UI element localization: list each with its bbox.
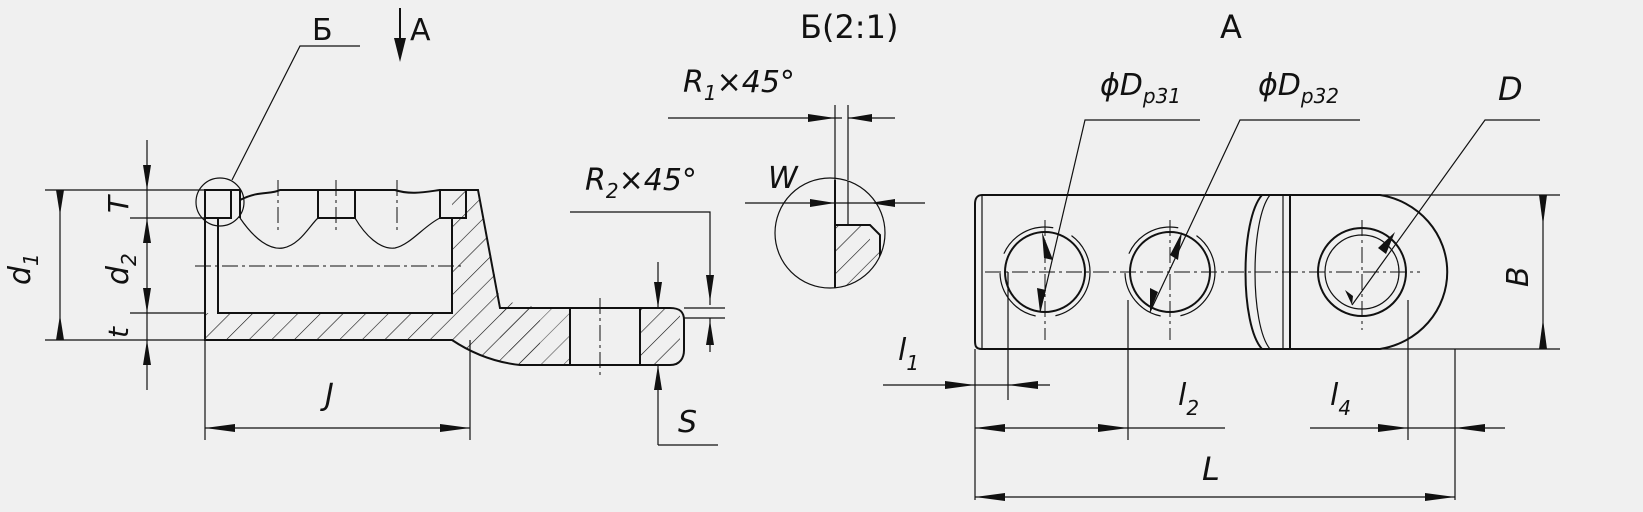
section-marker-b: Б — [312, 13, 333, 48]
screw-bottom-arcs — [239, 217, 441, 249]
dim-W: W — [768, 161, 799, 196]
detail-view-b: Б(2:1) R1×45° W — [668, 8, 925, 289]
dim-L: L — [1202, 450, 1220, 488]
dim-Dp31: ϕDр31 — [1100, 68, 1181, 108]
screw-socket-1 — [204, 189, 232, 219]
bolt-hole-hatch — [640, 308, 680, 365]
view-title-a: А — [1220, 8, 1242, 46]
detail-circle — [774, 177, 886, 289]
lug-outline — [974, 194, 1449, 350]
screw-profile — [239, 189, 455, 219]
detail-title: Б(2:1) — [800, 8, 898, 46]
dim-J: J — [320, 378, 334, 413]
dim-l4: l4 — [1330, 378, 1351, 420]
bottom-wall-hatch — [205, 313, 452, 340]
dim-D: D — [1498, 70, 1523, 108]
dim-R1: R1×45° — [683, 65, 795, 105]
dim-d2: d2 — [101, 253, 141, 285]
view-marker-a: А — [410, 13, 431, 48]
dim-B: B — [1501, 266, 1536, 287]
detail-circle-b — [195, 177, 245, 227]
top-view-a: А ϕDр31 ϕDр32 — [883, 8, 1560, 501]
dim-Dp32: ϕDр32 — [1258, 68, 1339, 108]
side-section-view: Б А d1 T d2 t J R2×45° — [3, 8, 725, 446]
dim-d1: d1 — [3, 253, 43, 285]
dim-l1: l1 — [898, 333, 919, 375]
screw-socket-3 — [439, 189, 467, 219]
tongue-hatch — [500, 308, 570, 365]
dim-T: T — [102, 194, 135, 213]
dim-l2: l2 — [1178, 378, 1199, 420]
dim-t: t — [102, 326, 135, 338]
dim-S: S — [678, 405, 697, 440]
dim-R2: R2×45° — [585, 163, 697, 203]
